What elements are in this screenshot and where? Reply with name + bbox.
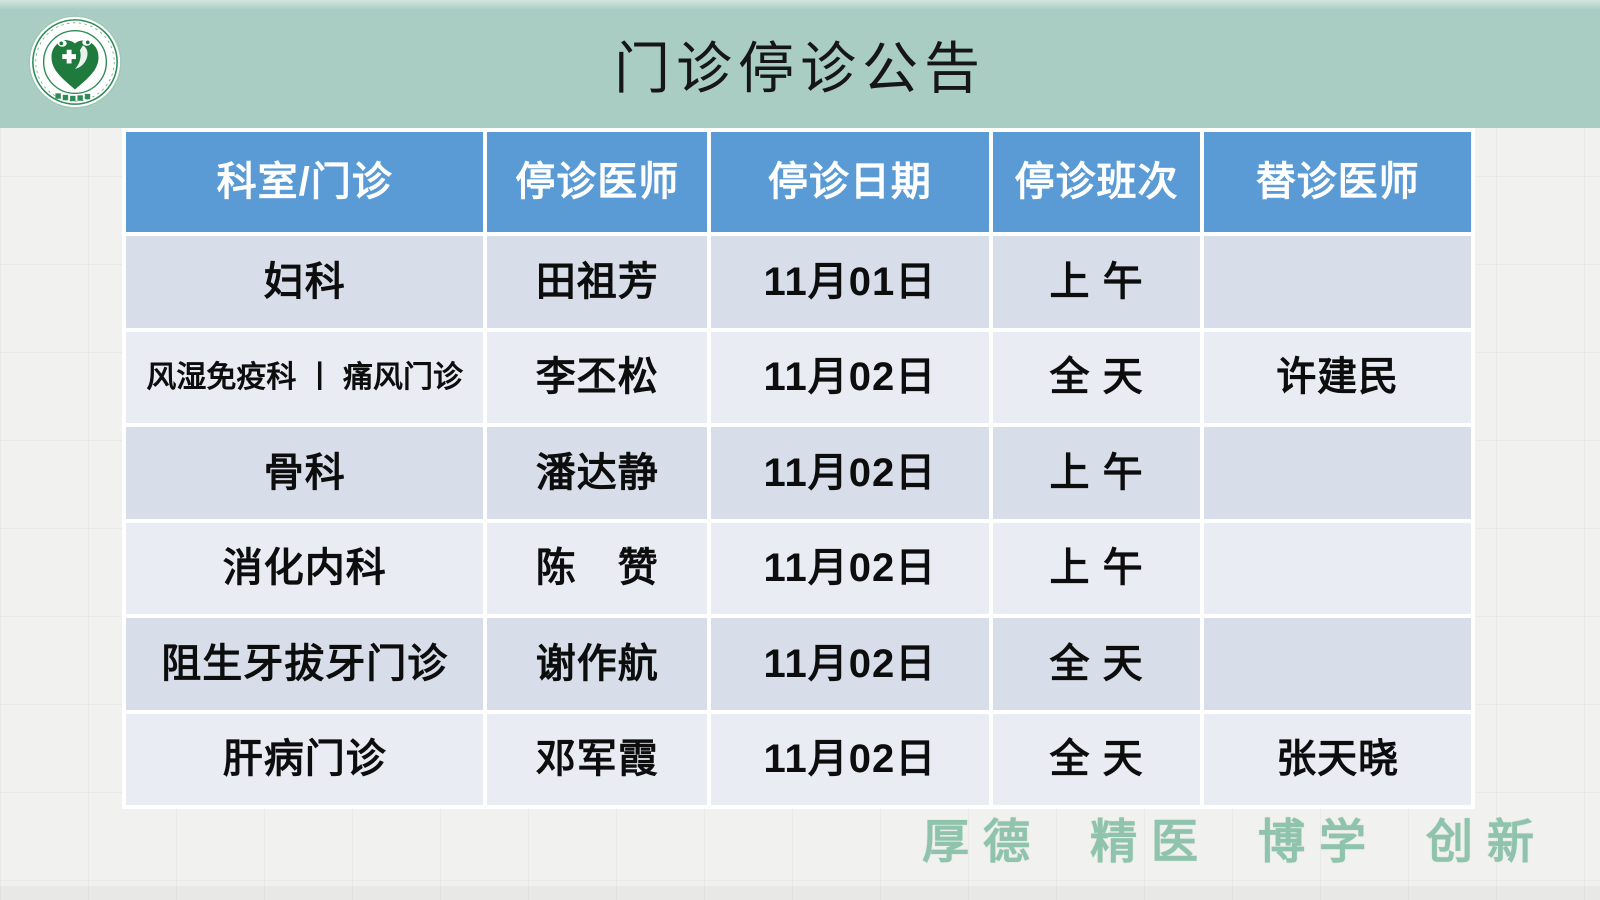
cell-doctor: 潘达静 [487,427,708,519]
table-row: 骨科 潘达静 11月02日 上 午 [126,427,1471,519]
cell-shift: 全 天 [992,331,1201,423]
cell-doctor: 谢作航 [487,618,708,710]
cell-date: 11月01日 [711,236,989,328]
hospital-motto: 厚德 精医 博学 创新 [922,803,1548,872]
cell-department: 妇科 [126,236,484,328]
page-title: 门诊停诊公告 [614,36,986,100]
cell-department: 阻生牙拔牙门诊 [126,618,484,710]
cell-date: 11月02日 [711,522,989,614]
column-header-doctor: 停诊医师 [487,132,708,232]
cell-substitute: 张天晓 [1204,713,1471,805]
cell-substitute: 许建民 [1204,331,1471,423]
table-header-row: 科室/门诊 停诊医师 停诊日期 停诊班次 替诊医师 [126,132,1471,232]
cell-department: 骨科 [126,427,484,519]
suspension-table: 科室/门诊 停诊医师 停诊日期 停诊班次 替诊医师 妇科 田祖芳 11月01日 … [122,128,1475,809]
cell-date: 11月02日 [711,618,989,710]
cell-substitute [1204,236,1471,328]
cell-department: 风湿免疫科 丨 痛风门诊 [126,331,484,423]
cell-substitute [1204,522,1471,614]
cell-date: 11月02日 [711,427,989,519]
table-row: 妇科 田祖芳 11月01日 上 午 [126,236,1471,328]
cell-shift: 上 午 [992,427,1201,519]
cell-shift: 上 午 [992,236,1201,328]
cell-date: 11月02日 [711,331,989,423]
table-row: 肝病门诊 邓军霞 11月02日 全 天 张天晓 [126,713,1471,805]
cell-doctor: 邓军霞 [487,713,708,805]
motto-word: 厚德 [922,815,1044,870]
cell-department: 消化内科 [126,522,484,614]
cell-doctor: 田祖芳 [487,236,708,328]
cell-shift: 上 午 [992,522,1201,614]
table-row: 消化内科 陈 赞 11月02日 上 午 [126,522,1471,614]
cell-substitute [1204,427,1471,519]
column-header-shift: 停诊班次 [992,132,1201,232]
cell-department: 肝病门诊 [126,713,484,805]
table-row: 风湿免疫科 丨 痛风门诊 李丕松 11月02日 全 天 许建民 [126,331,1471,423]
motto-word: 创新 [1426,815,1548,870]
cell-doctor: 陈 赞 [487,522,708,614]
table-row: 阻生牙拔牙门诊 谢作航 11月02日 全 天 [126,618,1471,710]
cell-substitute [1204,618,1471,710]
column-header-substitute: 替诊医师 [1204,132,1471,232]
motto-word: 精医 [1090,815,1212,870]
motto-word: 博学 [1258,815,1380,870]
title-banner: 门诊停诊公告 [0,0,1600,128]
background-bottom-band [0,886,1600,900]
hospital-logo-icon [27,14,123,110]
cell-shift: 全 天 [992,713,1201,805]
column-header-date: 停诊日期 [711,132,989,232]
column-header-department: 科室/门诊 [126,132,484,232]
cell-doctor: 李丕松 [487,331,708,423]
cell-shift: 全 天 [992,618,1201,710]
cell-date: 11月02日 [711,713,989,805]
